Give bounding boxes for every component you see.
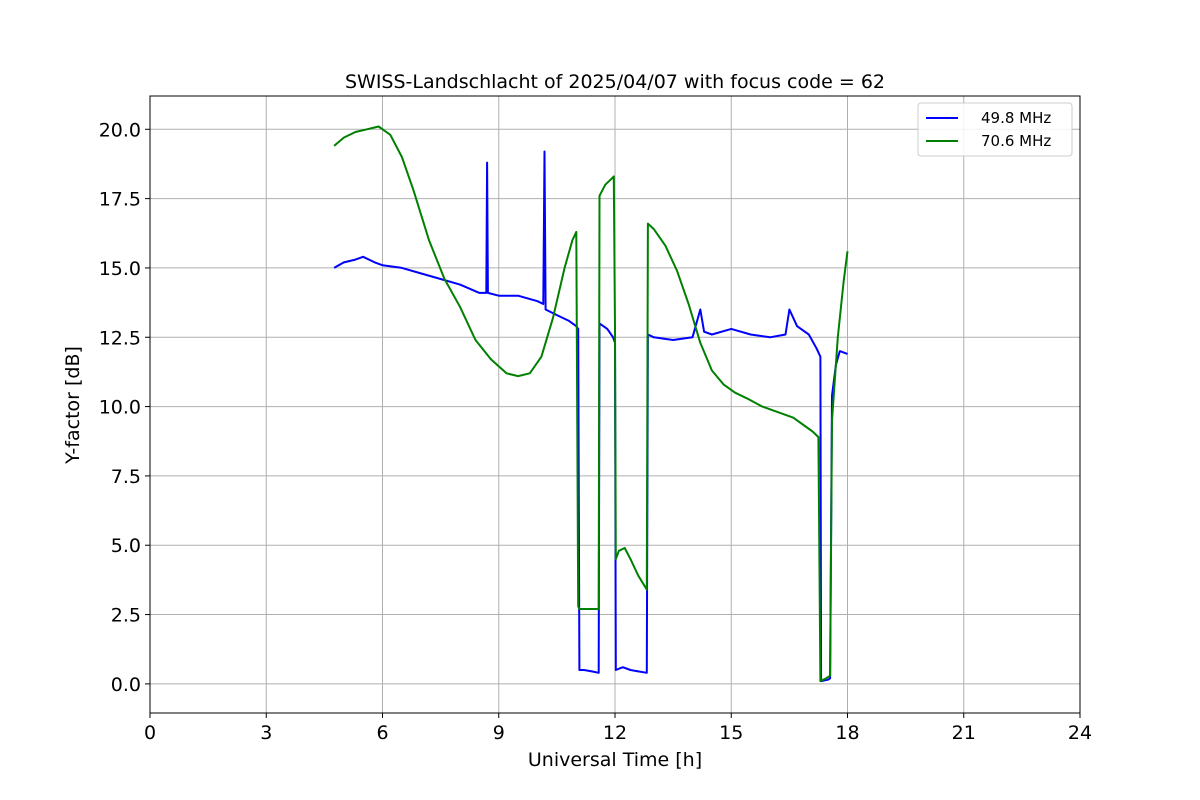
legend-label: 49.8 MHz <box>981 109 1051 127</box>
y-axis-label: Y-factor [dB] <box>62 346 84 465</box>
x-axis-ticks: 0 3 6 9 12 15 18 21 24 <box>144 713 1092 744</box>
y-tick-label: 5.0 <box>111 535 141 557</box>
x-axis-label: Universal Time [h] <box>528 749 702 771</box>
x-tick-label: 9 <box>493 722 505 744</box>
y-tick-label: 0.0 <box>111 674 141 696</box>
series-line-1 <box>333 150 848 683</box>
x-tick-label: 3 <box>260 722 272 744</box>
y-axis-ticks: 0.0 2.5 5.0 7.5 10.0 12.5 15.0 17.5 20.0 <box>99 119 150 696</box>
y-tick-label: 12.5 <box>99 327 141 349</box>
x-tick-label: 6 <box>376 722 388 744</box>
series-line-2 <box>333 125 849 683</box>
y-tick-label: 15.0 <box>99 258 141 280</box>
x-tick-label: 18 <box>835 722 859 744</box>
x-tick-label: 24 <box>1068 722 1092 744</box>
y-tick-label: 10.0 <box>99 397 141 419</box>
x-tick-label: 12 <box>603 722 627 744</box>
y-tick-label: 2.5 <box>111 605 141 627</box>
plot-area <box>333 125 849 683</box>
legend-box <box>917 102 1073 157</box>
legend-label: 70.6 MHz <box>981 132 1051 150</box>
x-tick-label: 21 <box>952 722 976 744</box>
chart-title: SWISS-Landschlacht of 2025/04/07 with fo… <box>345 71 885 93</box>
y-tick-label: 20.0 <box>99 119 141 141</box>
y-tick-label: 17.5 <box>99 189 141 211</box>
y-tick-label: 7.5 <box>111 466 141 488</box>
legend: 49.8 MHz 70.6 MHz <box>917 102 1073 157</box>
x-tick-label: 15 <box>719 722 743 744</box>
x-tick-label: 0 <box>144 722 156 744</box>
